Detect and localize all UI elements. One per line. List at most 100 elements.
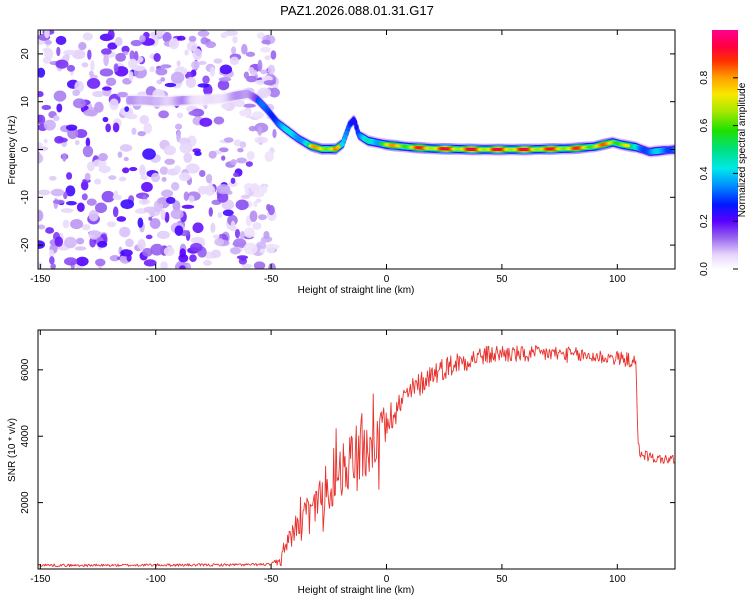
noise-blob (233, 172, 239, 177)
noise-blob (213, 234, 220, 239)
noise-blob (157, 199, 165, 204)
noise-blob (78, 42, 87, 51)
noise-blob (43, 119, 56, 131)
noise-blob (259, 248, 266, 254)
noise-blob (185, 163, 200, 174)
noise-blob (161, 176, 167, 182)
ridge-cell (625, 144, 631, 148)
noise-blob (174, 123, 183, 130)
noise-blob (197, 30, 210, 37)
noise-blob (58, 137, 68, 143)
noise-blob (101, 190, 115, 203)
noise-blob (234, 228, 240, 239)
noise-blob (237, 147, 244, 153)
noise-blob (55, 35, 67, 45)
noise-blob (66, 172, 73, 180)
noise-blob (125, 238, 134, 248)
noise-blob (216, 192, 229, 203)
noise-blob (38, 67, 46, 78)
noise-blob (98, 165, 111, 174)
noise-blob (158, 110, 169, 119)
noise-blob (88, 209, 99, 222)
noise-blob (133, 50, 139, 62)
noise-blob (208, 181, 213, 193)
noise-blob (43, 138, 48, 144)
noise-blob (121, 45, 130, 54)
noise-blob (129, 166, 138, 172)
spectrogram-ytick-label: 10 (20, 96, 31, 108)
noise-blob (83, 109, 98, 117)
noise-blob (63, 49, 77, 56)
noise-blob (163, 246, 175, 257)
noise-blob (240, 256, 246, 262)
noise-blob (245, 51, 256, 57)
noise-blob (230, 177, 236, 184)
noise-blob (94, 202, 108, 214)
noise-blob (74, 246, 87, 251)
noise-blob (56, 46, 61, 57)
noise-blob (164, 211, 170, 223)
noise-blob (122, 167, 130, 174)
noise-blob (86, 78, 101, 89)
noise-blob (229, 56, 240, 66)
noise-blob (97, 240, 108, 248)
noise-blob (162, 31, 172, 43)
noise-blob (260, 46, 271, 53)
noise-blob (142, 148, 156, 160)
noise-blob (137, 130, 146, 137)
noise-blob (176, 35, 186, 41)
noise-blob (160, 64, 172, 69)
noise-blob (218, 77, 232, 82)
noise-blob (119, 144, 133, 152)
noise-blob (194, 151, 202, 157)
noise-blob (113, 63, 119, 73)
snr-ytick-label: 2000 (20, 491, 31, 514)
noise-blob (38, 261, 43, 269)
noise-blob (72, 98, 86, 109)
noise-blob (252, 222, 262, 230)
snr-xtick-label: 50 (496, 574, 508, 585)
noise-blob (185, 76, 197, 88)
spectrogram-ytick-label: -20 (20, 237, 31, 252)
noise-blob (143, 259, 157, 267)
spectrogram-ytick-label: -10 (20, 190, 31, 205)
noise-blob (255, 198, 262, 203)
noise-blob (241, 43, 248, 55)
noise-blob (105, 123, 111, 133)
noise-blob (50, 188, 65, 197)
noise-blob (249, 69, 258, 76)
noise-blob (94, 178, 102, 185)
noise-blob (240, 194, 251, 199)
noise-blob (140, 175, 148, 181)
noise-blob (174, 225, 184, 236)
noise-blob (181, 204, 195, 209)
noise-blob (136, 208, 145, 214)
noise-blob (164, 82, 177, 88)
noise-blob (81, 62, 89, 68)
noise-blob (44, 30, 50, 39)
noise-blob (222, 209, 234, 217)
snr-panel: -150 -100 -50 0 50 100 2000 4000 6000 Height of … (7, 329, 676, 596)
noise-blob (65, 124, 78, 131)
noise-blob (163, 145, 176, 156)
noise-blob (84, 172, 91, 181)
noise-blob (85, 137, 91, 148)
noise-blob (192, 48, 203, 61)
noise-blob (63, 191, 68, 200)
noise-blob (81, 193, 88, 201)
noise-blob (176, 60, 181, 67)
noise-blob (188, 195, 195, 203)
spectrogram-xtick-label: 0 (384, 274, 390, 285)
noise-blob (230, 46, 237, 55)
noise-blob (109, 254, 120, 262)
noise-blob (197, 185, 210, 195)
noise-blob (218, 147, 229, 153)
noise-blob (126, 254, 132, 262)
noise-blob (81, 224, 91, 231)
noise-blob (76, 237, 85, 245)
noise-blob (243, 242, 258, 255)
noise-blob (184, 49, 189, 56)
noise-blob (103, 54, 109, 67)
